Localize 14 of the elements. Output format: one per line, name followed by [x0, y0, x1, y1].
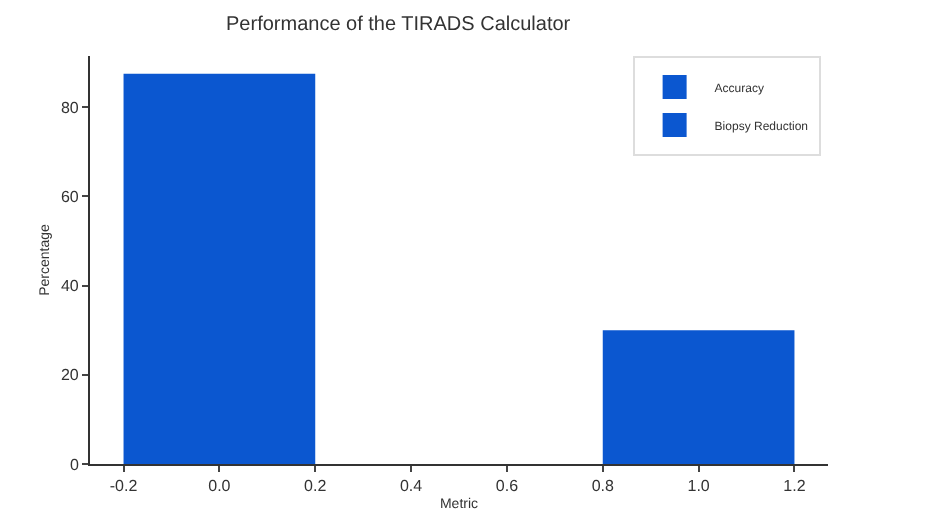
- x-tick-label: 1.0: [687, 477, 711, 496]
- x-tick-label: 0.0: [208, 477, 232, 496]
- x-tick-label: 0.6: [495, 477, 520, 496]
- y-tick-label: 60: [60, 188, 80, 207]
- y-tick-label: 20: [60, 366, 80, 385]
- x-tick-label: 0.4: [399, 477, 424, 496]
- x-tick-label: 1.2: [783, 477, 807, 496]
- x-tick-label: 0.8: [591, 477, 615, 496]
- x-tick-label: -0.2: [109, 477, 139, 496]
- y-tick-label: 40: [60, 277, 80, 296]
- chart-title: Performance of the TIRADS Calculator: [226, 13, 572, 36]
- y-tick-label: 0: [69, 455, 80, 474]
- y-tick-label: 80: [60, 98, 80, 117]
- x-tick-label: 0.2: [304, 477, 328, 496]
